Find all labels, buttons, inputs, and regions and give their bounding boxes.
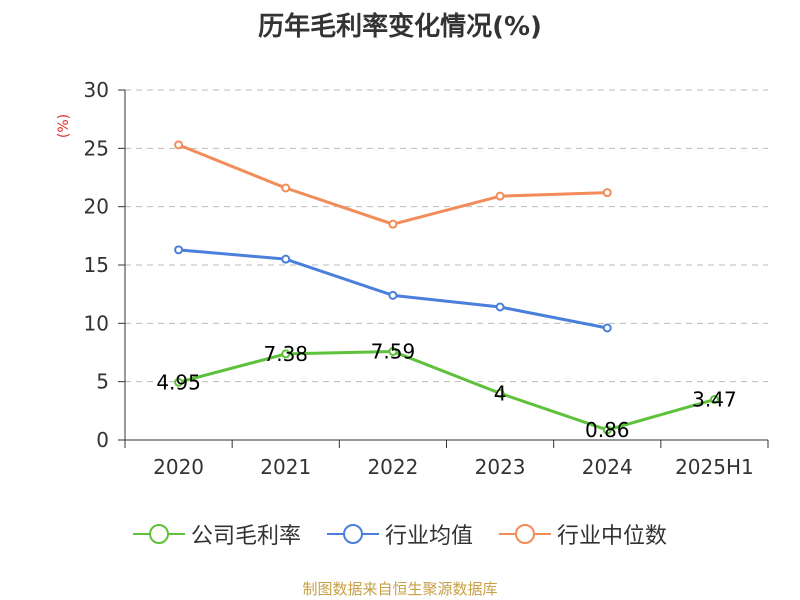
series-line (178, 143, 608, 226)
data-label: 0.86 (585, 418, 630, 442)
data-point (174, 377, 184, 387)
x-tick-label: 2022 (367, 455, 418, 479)
series-line (178, 349, 715, 432)
data-point (602, 323, 612, 333)
series-lines (174, 140, 719, 435)
data-label: 3.47 (692, 388, 737, 412)
legend-label: 公司毛利率 (190, 524, 301, 549)
series-line (178, 248, 608, 330)
legend-line-circle-icon (499, 524, 551, 544)
x-tick-label: 2024 (582, 455, 633, 479)
grid-lines (125, 89, 768, 383)
legend-label: 行业均值 (384, 524, 473, 549)
legend-item-industry-mean[interactable]: 行业均值 (326, 518, 473, 550)
data-point (281, 183, 291, 193)
data-point (281, 349, 291, 359)
data-label: 4 (494, 381, 507, 405)
data-point (495, 388, 505, 398)
data-point (709, 395, 719, 405)
data-point (174, 140, 184, 150)
legend-line-circle-icon (326, 524, 379, 544)
chart-title: 历年毛利率变化情况(%) (258, 12, 542, 42)
data-point (388, 219, 398, 229)
source-note: 制图数据来自恒生聚源数据库 (302, 580, 498, 598)
data-point (602, 188, 612, 198)
legend-label: 行业中位数 (557, 524, 668, 549)
data-point (388, 346, 398, 356)
legend-item-company-margin[interactable]: 公司毛利率 (132, 518, 301, 550)
y-tick-label: 5 (96, 370, 109, 394)
y-tick-label: 10 (84, 311, 109, 335)
legend-line-circle-icon (132, 524, 185, 544)
y-tick-label: 30 (84, 78, 109, 102)
x-tick-label: 2021 (260, 455, 311, 479)
data-point (602, 425, 612, 435)
data-label: 7.38 (263, 342, 308, 366)
data-point (495, 302, 505, 312)
data-point (388, 290, 398, 300)
x-tick-label: 2020 (153, 455, 204, 479)
y-unit-label: (%) (56, 114, 72, 138)
data-label: 4.95 (156, 370, 201, 394)
data-labels: 4.95 7.38 7.59 4 0.86 3.47 (156, 339, 736, 442)
data-label: 7.59 (371, 339, 416, 363)
y-tick-label: 25 (84, 136, 109, 160)
x-tick-label: 2025H1 (675, 455, 754, 479)
y-tick-label: 20 (84, 195, 109, 219)
legend: 公司毛利率 行业均值 行业中位数 (0, 518, 800, 550)
data-point (495, 191, 505, 201)
legend-item-industry-median[interactable]: 行业中位数 (499, 518, 667, 550)
data-point (174, 245, 184, 255)
data-point (281, 254, 291, 264)
y-tick-label: 15 (84, 253, 109, 277)
y-tick-label: 0 (96, 428, 109, 452)
axes: 0 5 10 15 20 25 30 (%) 2020 2021 2022 2023 2024 2025H… (56, 78, 769, 479)
x-tick-label: 2023 (475, 455, 526, 479)
